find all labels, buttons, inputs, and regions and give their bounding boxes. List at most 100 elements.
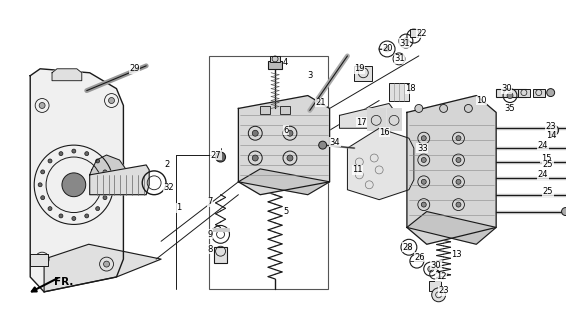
Text: 33: 33 [417,144,428,153]
Circle shape [216,152,225,162]
Circle shape [287,155,293,161]
Circle shape [48,207,52,211]
Circle shape [252,130,258,136]
Bar [214,247,228,263]
Text: 30: 30 [431,260,441,269]
Text: 24: 24 [538,140,548,150]
Text: 15: 15 [541,154,552,163]
Circle shape [39,256,45,262]
Bar [354,66,372,81]
Polygon shape [30,69,123,292]
Polygon shape [348,128,414,200]
Text: 27: 27 [211,150,222,160]
Bar [387,108,401,130]
Bar [212,228,229,231]
Bar [518,89,530,97]
Text: 22: 22 [417,28,427,38]
Circle shape [85,214,89,218]
Bar [429,281,441,291]
Bar [260,107,270,114]
Circle shape [72,217,76,220]
Circle shape [421,202,426,207]
Circle shape [456,179,461,184]
Text: 10: 10 [477,96,487,105]
Text: 8: 8 [208,245,213,254]
Bar [30,254,48,266]
Polygon shape [340,103,394,128]
Text: 7: 7 [208,197,213,206]
Text: 17: 17 [356,118,367,127]
Circle shape [456,136,461,141]
Circle shape [440,105,448,112]
Text: 12: 12 [436,272,446,282]
Polygon shape [407,96,496,244]
Circle shape [95,159,99,163]
Text: 23: 23 [438,286,449,295]
Polygon shape [239,96,329,195]
Text: 18: 18 [405,84,416,93]
Circle shape [59,152,63,156]
Text: FR.: FR. [54,277,73,287]
Text: 6: 6 [283,126,289,135]
Text: 11: 11 [352,165,363,174]
Circle shape [403,38,409,44]
Circle shape [38,183,42,187]
Circle shape [432,288,445,302]
Circle shape [456,157,461,163]
Circle shape [465,105,473,112]
Circle shape [549,125,558,135]
Text: 14: 14 [546,131,556,140]
Bar [280,107,290,114]
Circle shape [72,149,76,153]
Circle shape [95,207,99,211]
Circle shape [85,152,89,156]
Circle shape [287,130,293,136]
Text: 23: 23 [546,122,556,131]
Text: 34: 34 [329,138,340,147]
Circle shape [39,102,45,108]
Text: 2: 2 [164,160,169,170]
Text: 25: 25 [543,160,553,170]
Text: 25: 25 [543,187,553,196]
Circle shape [415,105,423,112]
Circle shape [456,202,461,207]
Circle shape [106,183,110,187]
Bar [496,89,526,97]
Circle shape [41,196,45,200]
Text: 29: 29 [130,64,140,73]
Text: 32: 32 [163,183,174,192]
Circle shape [319,141,327,149]
Circle shape [59,214,63,218]
Text: 1: 1 [176,203,181,212]
Polygon shape [90,165,149,195]
Circle shape [252,155,258,161]
Circle shape [421,179,426,184]
Circle shape [507,92,513,99]
Bar [208,56,328,289]
Circle shape [546,89,554,97]
Circle shape [48,159,52,163]
Text: 4: 4 [283,58,288,67]
Circle shape [103,261,110,267]
Circle shape [421,157,426,163]
Bar [367,108,385,130]
Text: 35: 35 [504,104,515,113]
Circle shape [108,98,115,103]
Circle shape [562,208,568,215]
Text: 20: 20 [382,44,392,53]
Text: 19: 19 [354,64,365,73]
Text: 31: 31 [399,38,410,48]
Circle shape [103,196,107,200]
Text: 30: 30 [501,84,512,93]
Bar [268,61,282,69]
Circle shape [421,136,426,141]
Polygon shape [239,169,329,195]
Text: 3: 3 [308,71,313,80]
Circle shape [41,170,45,174]
Text: 28: 28 [402,243,412,252]
Text: 9: 9 [208,230,213,239]
Text: 26: 26 [415,253,425,262]
Text: 5: 5 [283,207,288,216]
Bar [30,254,48,266]
Polygon shape [52,69,82,81]
